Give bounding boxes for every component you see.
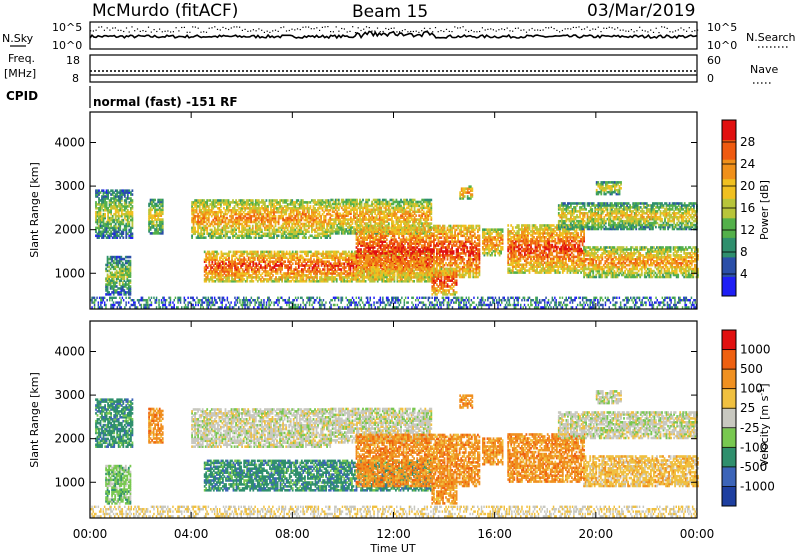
x-tick-label: 16:00	[477, 527, 512, 541]
colorbar-tick-label: 500	[740, 362, 763, 376]
velocity-panel: 1000 2000 3000 4000 Slant Range [km] 1000 50…	[28, 320, 775, 519]
noise-sky-trace	[89, 30, 698, 40]
colorbar-segment	[722, 237, 736, 258]
frequency-panel: Freq. [MHz] 18 8 60 0 Nave	[4, 52, 778, 85]
velocity-colorbar: 1000 500 100 25 -25 -100 -500 -1000	[721, 329, 775, 507]
freq-tick-top: 18	[66, 54, 80, 67]
cpid-label: CPID	[6, 89, 38, 103]
velocity-ylabel: Slant Range [km]	[28, 372, 41, 468]
colorbar-tick-label: -25	[740, 421, 760, 435]
velocity-colorbar-label: Velocity [m s-1]	[757, 383, 771, 466]
cpid-value: normal (fast) -151 RF	[93, 95, 238, 109]
y-tick-label: 1000	[54, 475, 85, 489]
colorbar-segment	[722, 139, 736, 160]
colorbar-segment	[722, 447, 736, 468]
colorbar-segment	[722, 427, 736, 448]
station-title: McMurdo (fitACF)	[92, 1, 238, 21]
x-tick-label: 20:00	[579, 527, 614, 541]
y-tick-label: 2000	[54, 432, 85, 446]
colorbar-segment	[722, 388, 736, 409]
noise-search-label: N.Search	[746, 31, 796, 44]
colorbar-segment	[722, 276, 736, 297]
y-tick-label: 1000	[54, 266, 85, 280]
x-tick-label: 08:00	[275, 527, 310, 541]
colorbar-segment	[722, 408, 736, 429]
colorbar-segment	[722, 486, 736, 507]
nave-tick-bottom: 0	[707, 72, 714, 85]
colorbar-tick-label: -100	[740, 440, 767, 454]
power-colorbar: 28 24 20 16 12 8 4	[721, 119, 755, 297]
x-axis-label: Time UT	[369, 542, 415, 554]
colorbar-segment	[722, 256, 736, 277]
noise-left-tick-top: 10^5	[52, 21, 82, 34]
freq-label-line1: Freq.	[8, 52, 35, 65]
colorbar-segment	[722, 330, 736, 351]
y-tick-label: 2000	[54, 223, 85, 237]
x-tick-label: 00:00	[73, 527, 108, 541]
y-tick-label: 4000	[54, 345, 85, 359]
colorbar-tick-label: 1000	[740, 343, 771, 357]
colorbar-tick-label: 28	[740, 135, 755, 149]
y-tick-label: 3000	[54, 388, 85, 402]
colorbar-segment	[722, 159, 736, 180]
freq-label-line2: [MHz]	[4, 67, 36, 80]
colorbar-segment	[722, 466, 736, 487]
noise-search-trace	[90, 26, 699, 34]
colorbar-tick-label: 20	[740, 179, 755, 193]
colorbar-tick-label: 12	[740, 223, 755, 237]
colorbar-tick-label: 16	[740, 201, 755, 215]
colorbar-tick-label: -500	[740, 460, 767, 474]
nave-tick-top: 60	[707, 54, 721, 67]
y-tick-label: 3000	[54, 179, 85, 193]
noise-panel: N.Sky 10^5 10^0 10^5 10^0 N.Search	[2, 21, 796, 52]
colorbar-tick-label: 100	[740, 382, 763, 396]
noise-sky-label: N.Sky	[2, 32, 34, 45]
colorbar-segment	[722, 369, 736, 390]
nave-label: Nave	[750, 63, 778, 76]
x-tick-label: 04:00	[174, 527, 209, 541]
noise-left-tick-bottom: 10^0	[52, 39, 82, 52]
power-echoes	[90, 181, 699, 309]
noise-right-tick-top: 10^5	[707, 21, 737, 34]
y-tick-label: 4000	[54, 136, 85, 150]
colorbar-tick-label: 8	[740, 245, 748, 259]
freq-tick-bottom: 8	[72, 72, 79, 85]
colorbar-tick-label: 25	[740, 401, 755, 415]
power-ylabel: Slant Range [km]	[28, 162, 41, 258]
beam-title: Beam 15	[352, 2, 428, 22]
colorbar-segment	[722, 217, 736, 238]
noise-right-tick-bottom: 10^0	[707, 39, 737, 52]
colorbar-tick-label: -1000	[740, 479, 775, 493]
x-tick-label: 12:00	[376, 527, 411, 541]
power-panel: 1000 2000 3000 4000 Slant Range [km] 28 24 20…	[28, 111, 771, 310]
colorbar-tick-label: 4	[740, 267, 748, 281]
x-tick-label: 00:00	[680, 527, 715, 541]
colorbar-segment	[722, 178, 736, 199]
power-colorbar-label: Power [dB]	[758, 180, 771, 240]
date-title: 03/Mar/2019	[587, 1, 695, 21]
colorbar-tick-label: 24	[740, 157, 755, 171]
colorbar-segment	[722, 120, 736, 141]
colorbar-segment	[722, 349, 736, 370]
velocity-echoes	[90, 390, 699, 518]
